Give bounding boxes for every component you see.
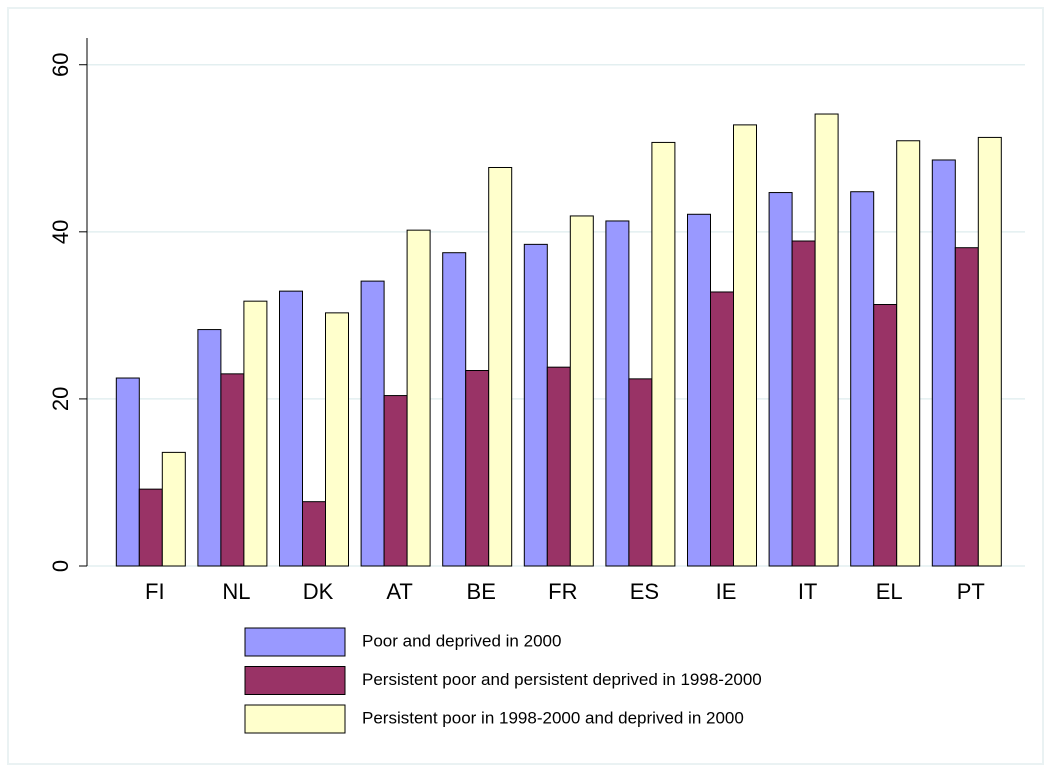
bar	[850, 191, 875, 567]
y-tick-label: 20	[48, 387, 73, 411]
bar	[406, 229, 431, 567]
legend-swatch	[244, 704, 346, 734]
bar	[115, 377, 140, 567]
bar	[605, 220, 630, 567]
bar	[161, 451, 186, 567]
bar	[243, 300, 268, 567]
y-tick-label: 40	[48, 220, 73, 244]
bar	[768, 192, 793, 567]
legend-label: Persistent poor in 1998-2000 and deprive…	[362, 708, 744, 727]
bar	[687, 213, 711, 567]
x-tick-label: AT	[386, 579, 412, 604]
bar	[569, 215, 594, 567]
bar	[442, 252, 467, 567]
x-tick-label: ES	[630, 579, 659, 604]
bar	[325, 312, 349, 567]
bar	[302, 501, 326, 567]
x-tick-label: IE	[716, 579, 737, 604]
bar	[220, 373, 245, 567]
bar	[197, 329, 222, 567]
legend-swatch	[244, 627, 346, 657]
bar	[360, 280, 385, 567]
bar	[546, 366, 571, 567]
x-tick-label: NL	[222, 579, 250, 604]
bar	[791, 240, 816, 567]
x-tick-label: PT	[957, 579, 985, 604]
bar	[523, 243, 548, 567]
bar	[896, 140, 921, 567]
bar	[954, 247, 979, 567]
bar	[465, 370, 490, 567]
y-tick-label: 0	[48, 560, 73, 572]
bar	[383, 395, 408, 567]
x-tick-label: FI	[145, 579, 165, 604]
bar	[710, 291, 734, 567]
bar	[814, 113, 839, 567]
y-tick-label: 60	[48, 52, 73, 76]
x-tick-label: BE	[467, 579, 496, 604]
x-tick-label: IT	[798, 579, 818, 604]
bar	[279, 290, 303, 567]
bar	[488, 166, 513, 567]
legend-label: Persistent poor and persistent deprived …	[362, 670, 762, 689]
bar	[733, 124, 757, 567]
x-tick-label: EL	[876, 579, 903, 604]
bar	[931, 159, 956, 567]
x-tick-label: FR	[548, 579, 577, 604]
bar	[138, 488, 163, 567]
bar	[977, 136, 1002, 567]
bar	[873, 304, 898, 567]
bar	[651, 141, 676, 567]
x-tick-label: DK	[303, 579, 334, 604]
legend-swatch	[244, 666, 346, 695]
legend-label: Poor and deprived in 2000	[362, 631, 561, 650]
bar	[628, 378, 653, 567]
